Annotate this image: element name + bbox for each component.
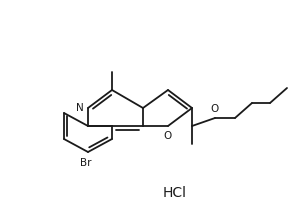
Text: O: O	[211, 104, 219, 114]
Text: O: O	[164, 131, 172, 141]
Text: N: N	[76, 103, 84, 113]
Text: Br: Br	[80, 158, 92, 168]
Text: HCl: HCl	[163, 186, 187, 200]
